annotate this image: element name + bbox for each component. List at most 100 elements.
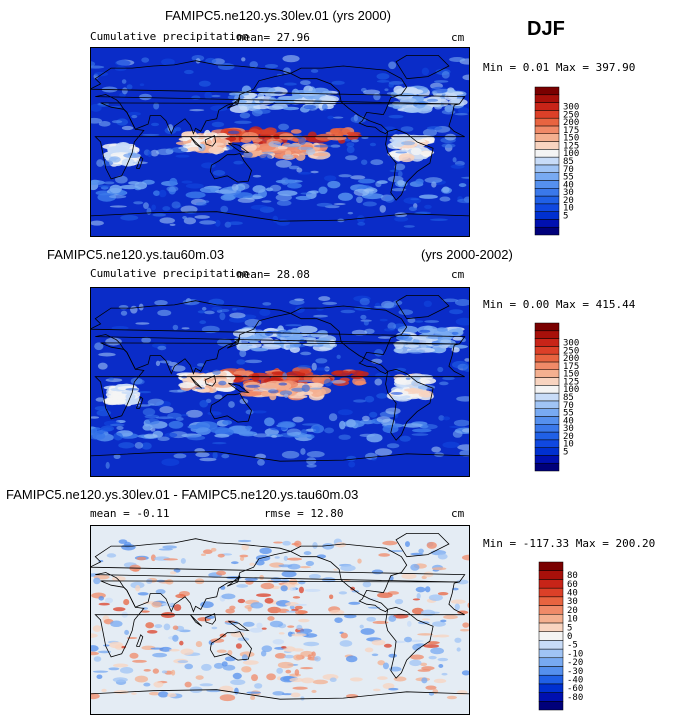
panel1-colorbar-swatch (534, 149, 560, 158)
panel2-colorbar-swatch (534, 400, 560, 409)
panel1-colorbar-swatch (534, 164, 560, 173)
panel2-colorbar-tick-label: 55 (563, 409, 574, 419)
panel2-colorbar-tick-label: 300 (563, 338, 579, 348)
coastlines (90, 294, 470, 462)
panel1-colorbar-swatch (534, 141, 560, 150)
panel2-subtitle: Cumulative precipitation (90, 267, 249, 280)
panel1-colorbar-swatch (534, 86, 560, 96)
panel3-colorbar-tick-label: 30 (567, 597, 578, 607)
panel3-rmse: rmse = 12.80 (264, 507, 344, 520)
panel1-colorbar-swatch (534, 94, 560, 103)
panel3-colorbar-swatch (538, 674, 564, 685)
panel2-colorbar-tick-label: 10 (563, 440, 574, 450)
panel2-mean: mean= 28.08 (237, 268, 310, 281)
panel2-colorbar-tick-label: 20 (563, 432, 574, 442)
coastlines (90, 54, 470, 222)
panel2-colorbar-swatch (534, 338, 560, 347)
panel2-colorbar-swatch (534, 424, 560, 433)
panel3-colorbar-tick-label: 20 (567, 606, 578, 616)
panel2-colorbar-swatch (534, 439, 560, 448)
panel3-colorbar-swatch (538, 683, 564, 693)
panel1-colorbar-tick-label: 150 (563, 134, 579, 144)
panel3-colorbar-swatch (538, 613, 564, 624)
panel2-colorbar-swatch (534, 447, 560, 456)
panel2-period: (yrs 2000-2002) (421, 247, 513, 262)
panel1-colorbar-swatch (534, 125, 560, 134)
panel1-units: cm (451, 31, 465, 44)
panel1-colorbar-swatch (534, 102, 560, 111)
panel3-colorbar-tick-label: -5 (567, 641, 578, 651)
panel3-colorbar-tick-label: -80 (567, 693, 583, 703)
panel1-colorbar-tick-label: 70 (563, 165, 574, 175)
panel1-colorbar-swatch (534, 219, 560, 228)
panel1-colorbar-swatch (534, 110, 560, 119)
panel3-colorbar-swatch (538, 605, 564, 615)
panel1-colorbar-tick-label: 20 (563, 196, 574, 206)
panel3-colorbar-swatch (538, 579, 564, 589)
panel2-colorbar-swatch (534, 353, 560, 363)
panel2-colorbar-swatch (534, 408, 560, 417)
panel2-colorbar-swatch (534, 361, 560, 370)
panel2-colorbar-tick-label: 175 (563, 362, 579, 372)
panel1-colorbar-tick-label: 175 (563, 126, 579, 136)
panel2-colorbar-swatch (534, 455, 560, 464)
panel3-mean: mean = -0.11 (90, 507, 170, 520)
season-label: DJF (527, 18, 565, 40)
map-frame (90, 525, 470, 715)
panel3-colorbar-tick-label: -60 (567, 684, 583, 694)
panel1-colorbar-tick-label: 40 (563, 180, 574, 190)
panel2-minmax: Min = 0.00 Max = 415.44 (483, 298, 636, 311)
coastlines (90, 532, 470, 700)
map-frame (90, 47, 470, 237)
panel1-colorbar-tick-label: 300 (563, 102, 579, 112)
panel1-colorbar-swatch (534, 211, 560, 220)
panel3-colorbar-tick-label: 60 (567, 580, 578, 590)
panel3-colorbar-swatch (538, 692, 564, 702)
panel3-colorbar-tick-label: 10 (567, 615, 578, 625)
panel1-colorbar-tick-label: 5 (563, 212, 568, 222)
panel3-units: cm (451, 507, 465, 520)
panel3-colorbar-tick-label: 5 (567, 623, 572, 633)
panel3-title: FAMIPC5.ne120.ys.30lev.01 - FAMIPC5.ne12… (6, 487, 359, 502)
panel2-colorbar-swatch (534, 346, 560, 355)
panel2-colorbar-swatch (534, 462, 560, 472)
panel2-colorbar-tick-label: 85 (563, 393, 574, 403)
map-frame (90, 287, 470, 477)
panel2-colorbar-tick-label: 70 (563, 401, 574, 411)
panel1-minmax: Min = 0.01 Max = 397.90 (483, 61, 636, 74)
panel1-colorbar-tick-label: 55 (563, 173, 574, 183)
panel2-colorbar-swatch (534, 385, 560, 394)
panel3-colorbar-swatch (538, 666, 564, 676)
panel1-colorbar-tick-label: 100 (563, 149, 579, 159)
panel1-colorbar-swatch (534, 156, 560, 166)
panel3-colorbar-tick-label: -10 (567, 649, 583, 659)
panel1-colorbar-tick-label: 30 (563, 188, 574, 198)
panel1-precip-map (90, 47, 470, 237)
panel2-colorbar-swatch (534, 416, 560, 425)
panel1-colorbar-swatch (534, 180, 560, 189)
panel2-colorbar-tick-label: 5 (563, 448, 568, 458)
panel1-colorbar-swatch (534, 133, 560, 142)
panel2-colorbar-swatch (534, 431, 560, 441)
panel1-colorbar-tick-label: 250 (563, 110, 579, 120)
panel2-colorbar-tick-label: 200 (563, 354, 579, 364)
panel3-colorbar-swatch (538, 657, 564, 667)
panel3-colorbar-tick-label: 40 (567, 588, 578, 598)
panel2-colorbar-tick-label: 150 (563, 370, 579, 380)
panel1-colorbar-tick-label: 85 (563, 157, 574, 167)
panel3-colorbar-swatch (538, 701, 564, 711)
panel1-colorbar-swatch (534, 188, 560, 197)
panel3-colorbar-swatch (538, 570, 564, 580)
panel1-colorbar-tick-label: 10 (563, 204, 574, 214)
panel1-colorbar-swatch (534, 203, 560, 212)
panel2-colorbar-tick-label: 125 (563, 377, 579, 387)
panel1-title: FAMIPC5.ne120.ys.30lev.01 (yrs 2000) (165, 8, 391, 23)
panel3-minmax: Min = -117.33 Max = 200.20 (483, 537, 656, 550)
panel1-colorbar-swatch (534, 117, 560, 127)
panel3-colorbar-swatch (538, 622, 564, 632)
panel3-colorbar-swatch (538, 561, 564, 571)
panel2-colorbar-tick-label: 100 (563, 385, 579, 395)
